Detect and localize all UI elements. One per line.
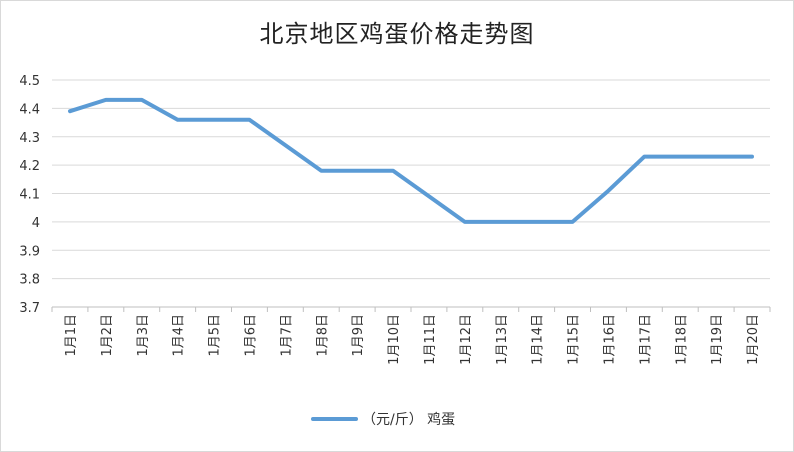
x-tick-label: 1月12日	[459, 314, 474, 365]
x-tick-label: 1月9日	[351, 314, 366, 357]
y-tick-label: 4.1	[19, 188, 40, 203]
x-tick-label: 1月2日	[100, 314, 115, 357]
y-tick-label: 3.7	[19, 301, 40, 316]
x-tick-label: 1月3日	[136, 314, 151, 357]
series-layer	[68, 97, 754, 224]
x-tick-label: 1月7日	[279, 314, 294, 357]
legend: （元/斤） 鸡蛋	[311, 411, 455, 428]
y-tick-label: 3.9	[19, 244, 40, 259]
x-tick-label: 1月17日	[638, 314, 653, 365]
y-tick-label: 4	[32, 216, 40, 231]
gridlines	[52, 79, 770, 308]
x-tick-label: 1月14日	[531, 314, 546, 365]
x-tick-label: 1月18日	[674, 314, 689, 365]
x-tick-label: 1月20日	[746, 314, 761, 365]
x-axis	[51, 307, 771, 312]
x-tick-label: 1月13日	[495, 314, 510, 365]
x-tick-label: 1月11日	[423, 314, 438, 365]
x-tick-label: 1月10日	[387, 314, 402, 365]
y-tick-label: 4.5	[19, 74, 40, 89]
x-tick-label: 1月15日	[567, 314, 582, 365]
y-tick-label: 4.2	[19, 159, 40, 174]
chart-title: 北京地区鸡蛋价格走势图	[259, 20, 535, 48]
x-axis-ticks: 1月1日 1月2日 1月3日 1月4日 1月5日 1月6日 1月7日 1月8日 1月9日 1月10…	[64, 314, 761, 365]
x-tick-label: 1月16日	[602, 314, 617, 365]
y-tick-label: 3.8	[19, 273, 40, 288]
legend-label: （元/斤） 鸡蛋	[362, 411, 455, 428]
x-tick-label: 1月4日	[172, 314, 187, 357]
series-line	[68, 97, 754, 224]
y-axis-ticks: 3.7 3.8 3.9 4 4.1 4.2 4.3 4.4 4.5	[19, 74, 40, 316]
x-tick-label: 1月8日	[315, 314, 330, 357]
y-tick-label: 4.4	[19, 102, 40, 117]
y-tick-label: 4.3	[19, 131, 40, 146]
x-tick-label: 1月6日	[243, 314, 258, 357]
x-tick-label: 1月19日	[710, 314, 725, 365]
x-tick-label: 1月1日	[64, 314, 79, 357]
x-tick-label: 1月5日	[208, 314, 223, 357]
